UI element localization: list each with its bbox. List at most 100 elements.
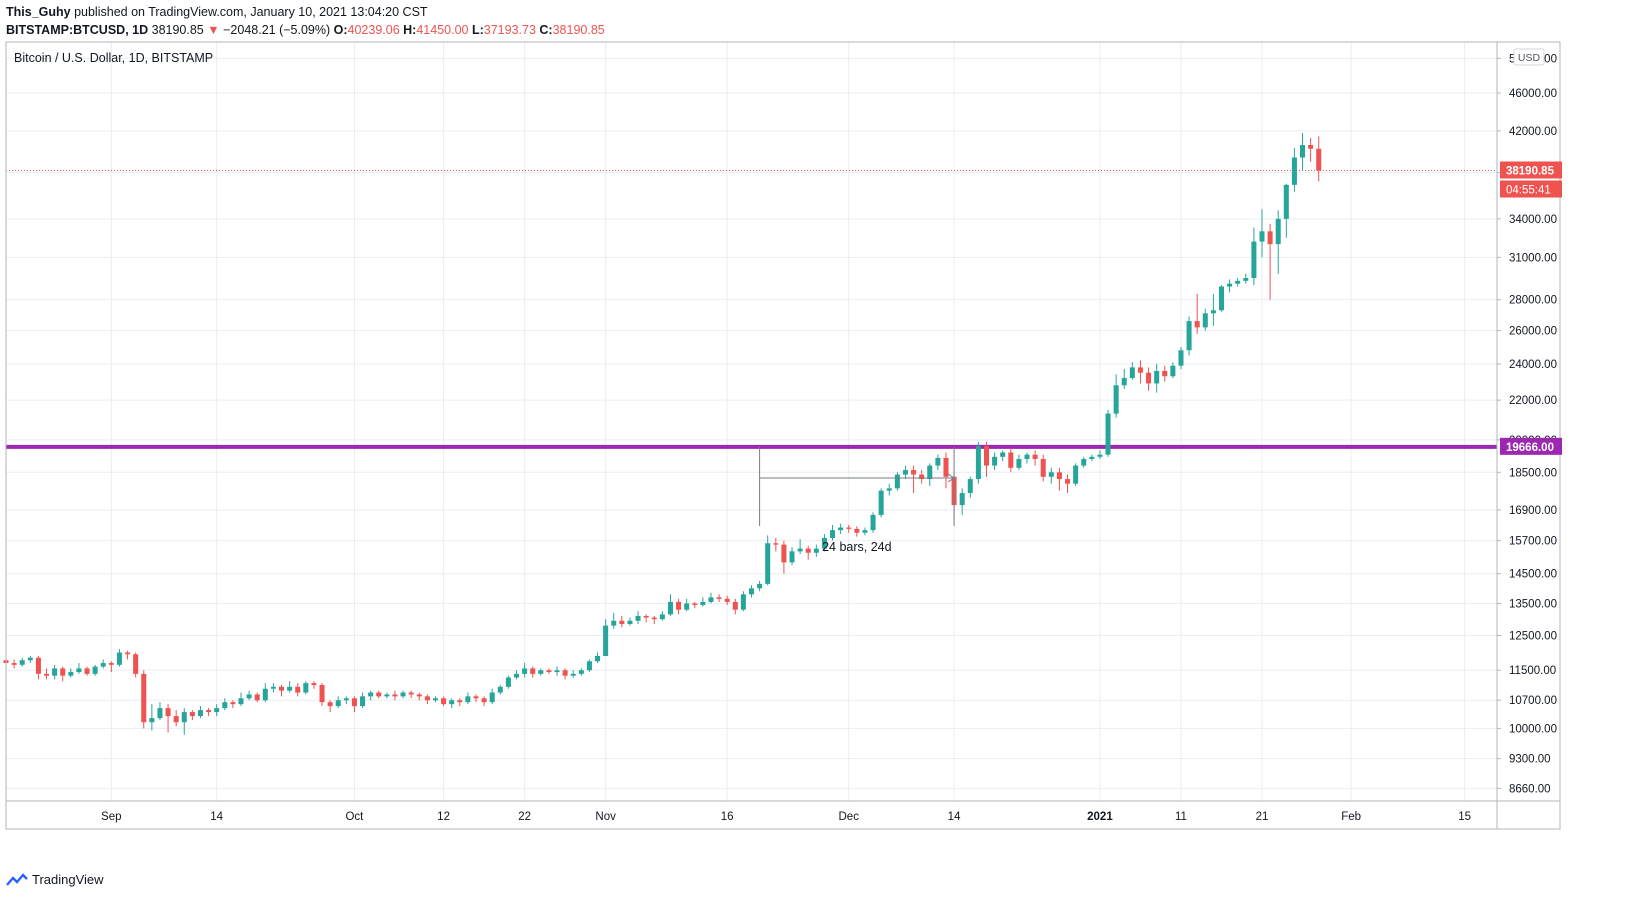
- candle-down: [983, 441, 990, 477]
- candle-body: [1154, 370, 1160, 384]
- publisher-name[interactable]: This_Guhy: [6, 5, 71, 19]
- candle-body: [44, 673, 50, 676]
- candle-body: [554, 670, 560, 673]
- candle-down: [141, 670, 147, 729]
- candle-down: [319, 683, 325, 707]
- candle-up: [684, 598, 690, 612]
- candle-body: [1089, 456, 1095, 459]
- candle-body: [1024, 454, 1030, 459]
- candle-body: [384, 694, 390, 697]
- candle-body: [465, 696, 471, 703]
- price-axis[interactable]: 50000.0046000.0042000.0038000.0034000.00…: [1497, 48, 1562, 795]
- time-tick-label: 11: [1175, 811, 1187, 823]
- candle-up: [116, 649, 122, 667]
- candle-body: [311, 683, 317, 685]
- candle-body: [408, 692, 414, 695]
- candle-up: [927, 463, 933, 487]
- candle-up: [757, 580, 763, 592]
- candle-body: [222, 702, 228, 709]
- time-tick-label: Oct: [345, 811, 364, 823]
- candle-up: [76, 663, 82, 674]
- candle-body: [76, 668, 82, 673]
- candle-down: [1008, 448, 1014, 473]
- candle-body: [230, 702, 236, 705]
- candle-body: [878, 490, 884, 515]
- candle-down: [619, 615, 625, 628]
- price-tick-label: 8660.00: [1509, 783, 1551, 795]
- candle-body: [643, 615, 649, 618]
- time-axis[interactable]: Sep 14 Oct 12 22 Nov 16 Dec 14 2021 11 21 Feb 15: [101, 811, 1471, 823]
- candle-body: [1129, 367, 1135, 379]
- candle-body: [724, 598, 730, 602]
- candle-up: [343, 696, 349, 705]
- candle-down: [165, 704, 171, 733]
- candle-body: [116, 652, 122, 665]
- candle-body: [295, 686, 301, 693]
- candle-up: [489, 688, 495, 705]
- candle-down: [424, 694, 430, 705]
- candle-up: [1202, 308, 1208, 331]
- price-tick-label: 10700.00: [1509, 695, 1557, 707]
- candle-up: [967, 476, 973, 498]
- candle-down: [278, 684, 285, 697]
- candle-up: [700, 597, 706, 607]
- price-change: −2048.21 (−5.09%): [223, 23, 331, 37]
- candle-down: [441, 696, 447, 707]
- candle-body: [894, 474, 900, 489]
- symbol-label: BITSTAMP:BTCUSD, 1D: [6, 23, 149, 37]
- candle-down: [1146, 367, 1152, 391]
- candle-body: [173, 716, 179, 723]
- candle-body: [141, 673, 147, 723]
- candle-body: [1008, 452, 1014, 468]
- tradingview-brand[interactable]: TradingView: [6, 872, 104, 887]
- tradingview-logo-icon: [6, 872, 28, 886]
- candle-up: [497, 684, 503, 695]
- candle-up: [603, 619, 609, 656]
- candle-body: [1137, 367, 1143, 373]
- price-tick-label: 14500.00: [1509, 569, 1557, 581]
- candle-up: [1048, 467, 1054, 484]
- candle-up: [1235, 278, 1241, 287]
- candle-up: [595, 652, 601, 664]
- candle-body: [449, 700, 455, 705]
- candle-body: [870, 514, 876, 531]
- candle-body: [441, 698, 447, 705]
- candle-up: [708, 592, 714, 604]
- price-tick-label: 10000.00: [1509, 723, 1557, 735]
- candle-up: [449, 698, 455, 709]
- candle-up: [303, 681, 309, 695]
- candle-body: [854, 528, 860, 533]
- candle-up: [789, 547, 795, 566]
- candle-body: [911, 470, 917, 475]
- candle-up: [586, 659, 592, 673]
- currency-badge: [1513, 48, 1545, 66]
- candle-up: [578, 668, 584, 676]
- candle-down: [125, 650, 131, 660]
- candle-body: [278, 686, 285, 691]
- candle-body: [270, 686, 276, 689]
- candle-up: [1170, 362, 1176, 379]
- price-tick-label: 12500.00: [1509, 631, 1557, 643]
- candle-body: [416, 694, 422, 697]
- candle-body: [376, 692, 382, 697]
- close-value: 38190.85: [552, 23, 605, 37]
- candle-body: [692, 603, 698, 606]
- candle-body: [360, 696, 366, 707]
- candle-body: [351, 698, 357, 707]
- candle-up: [214, 704, 220, 717]
- candle-up: [270, 683, 276, 693]
- candle-down: [481, 696, 487, 707]
- candle-body: [473, 696, 479, 699]
- candle-body: [765, 543, 771, 584]
- candle-body: [611, 620, 617, 626]
- candle-down: [60, 666, 66, 682]
- candle-body: [1235, 280, 1241, 284]
- candle-up: [400, 690, 406, 699]
- candle-up: [1097, 450, 1103, 459]
- candle-down: [1308, 137, 1314, 162]
- time-tick-label: Sep: [101, 811, 121, 823]
- brand-name: TradingView: [32, 872, 104, 887]
- candle-up: [635, 611, 641, 625]
- candle-up: [92, 664, 98, 676]
